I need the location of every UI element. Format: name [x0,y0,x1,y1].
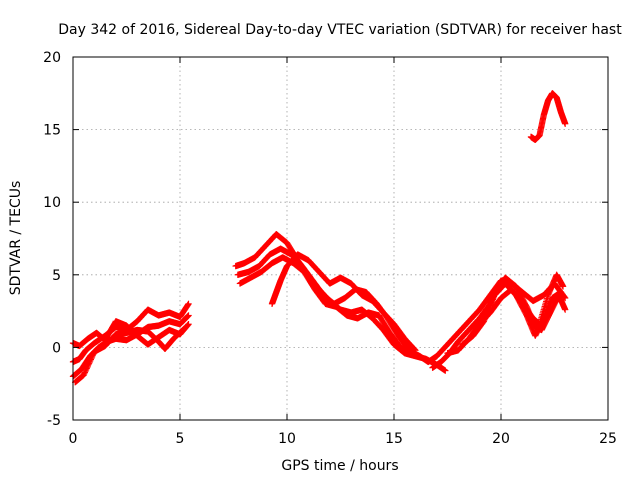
x-tick-label: 0 [69,431,78,447]
data-point [181,325,188,332]
series-track-m [527,90,569,143]
y-tick-label: 15 [43,123,61,139]
data-point [180,325,187,333]
y-tick-label: -5 [47,413,61,429]
y-tick-label: 5 [52,268,61,284]
series-track-d [71,325,188,386]
x-tick-label: 10 [278,431,296,447]
data-point [185,300,192,307]
y-tick-labels: -5 0 5 10 15 20 [43,50,61,429]
y-tick-label: 20 [43,50,61,66]
x-tick-label: 20 [492,431,510,447]
y-tick-label: 10 [43,195,61,211]
data-point [185,321,192,328]
x-tick-label: 5 [176,431,185,447]
x-tick-labels: 0 5 10 15 20 25 [69,431,617,447]
axis-ticks [72,56,609,421]
series-track-g [236,254,415,357]
data-point [442,367,449,374]
y-axis-label: SDTVAR / TECUs [8,181,24,296]
x-tick-label: 25 [599,431,617,447]
plot-frame [72,56,609,421]
y-tick-label: 0 [52,340,61,356]
x-tick-label: 15 [385,431,403,447]
chart-title: Day 342 of 2016, Sidereal Day-to-day VTE… [58,22,622,38]
grid [73,57,608,420]
x-axis-label: GPS time / hours [281,458,398,474]
data-points [69,90,569,386]
data-point [185,312,192,319]
